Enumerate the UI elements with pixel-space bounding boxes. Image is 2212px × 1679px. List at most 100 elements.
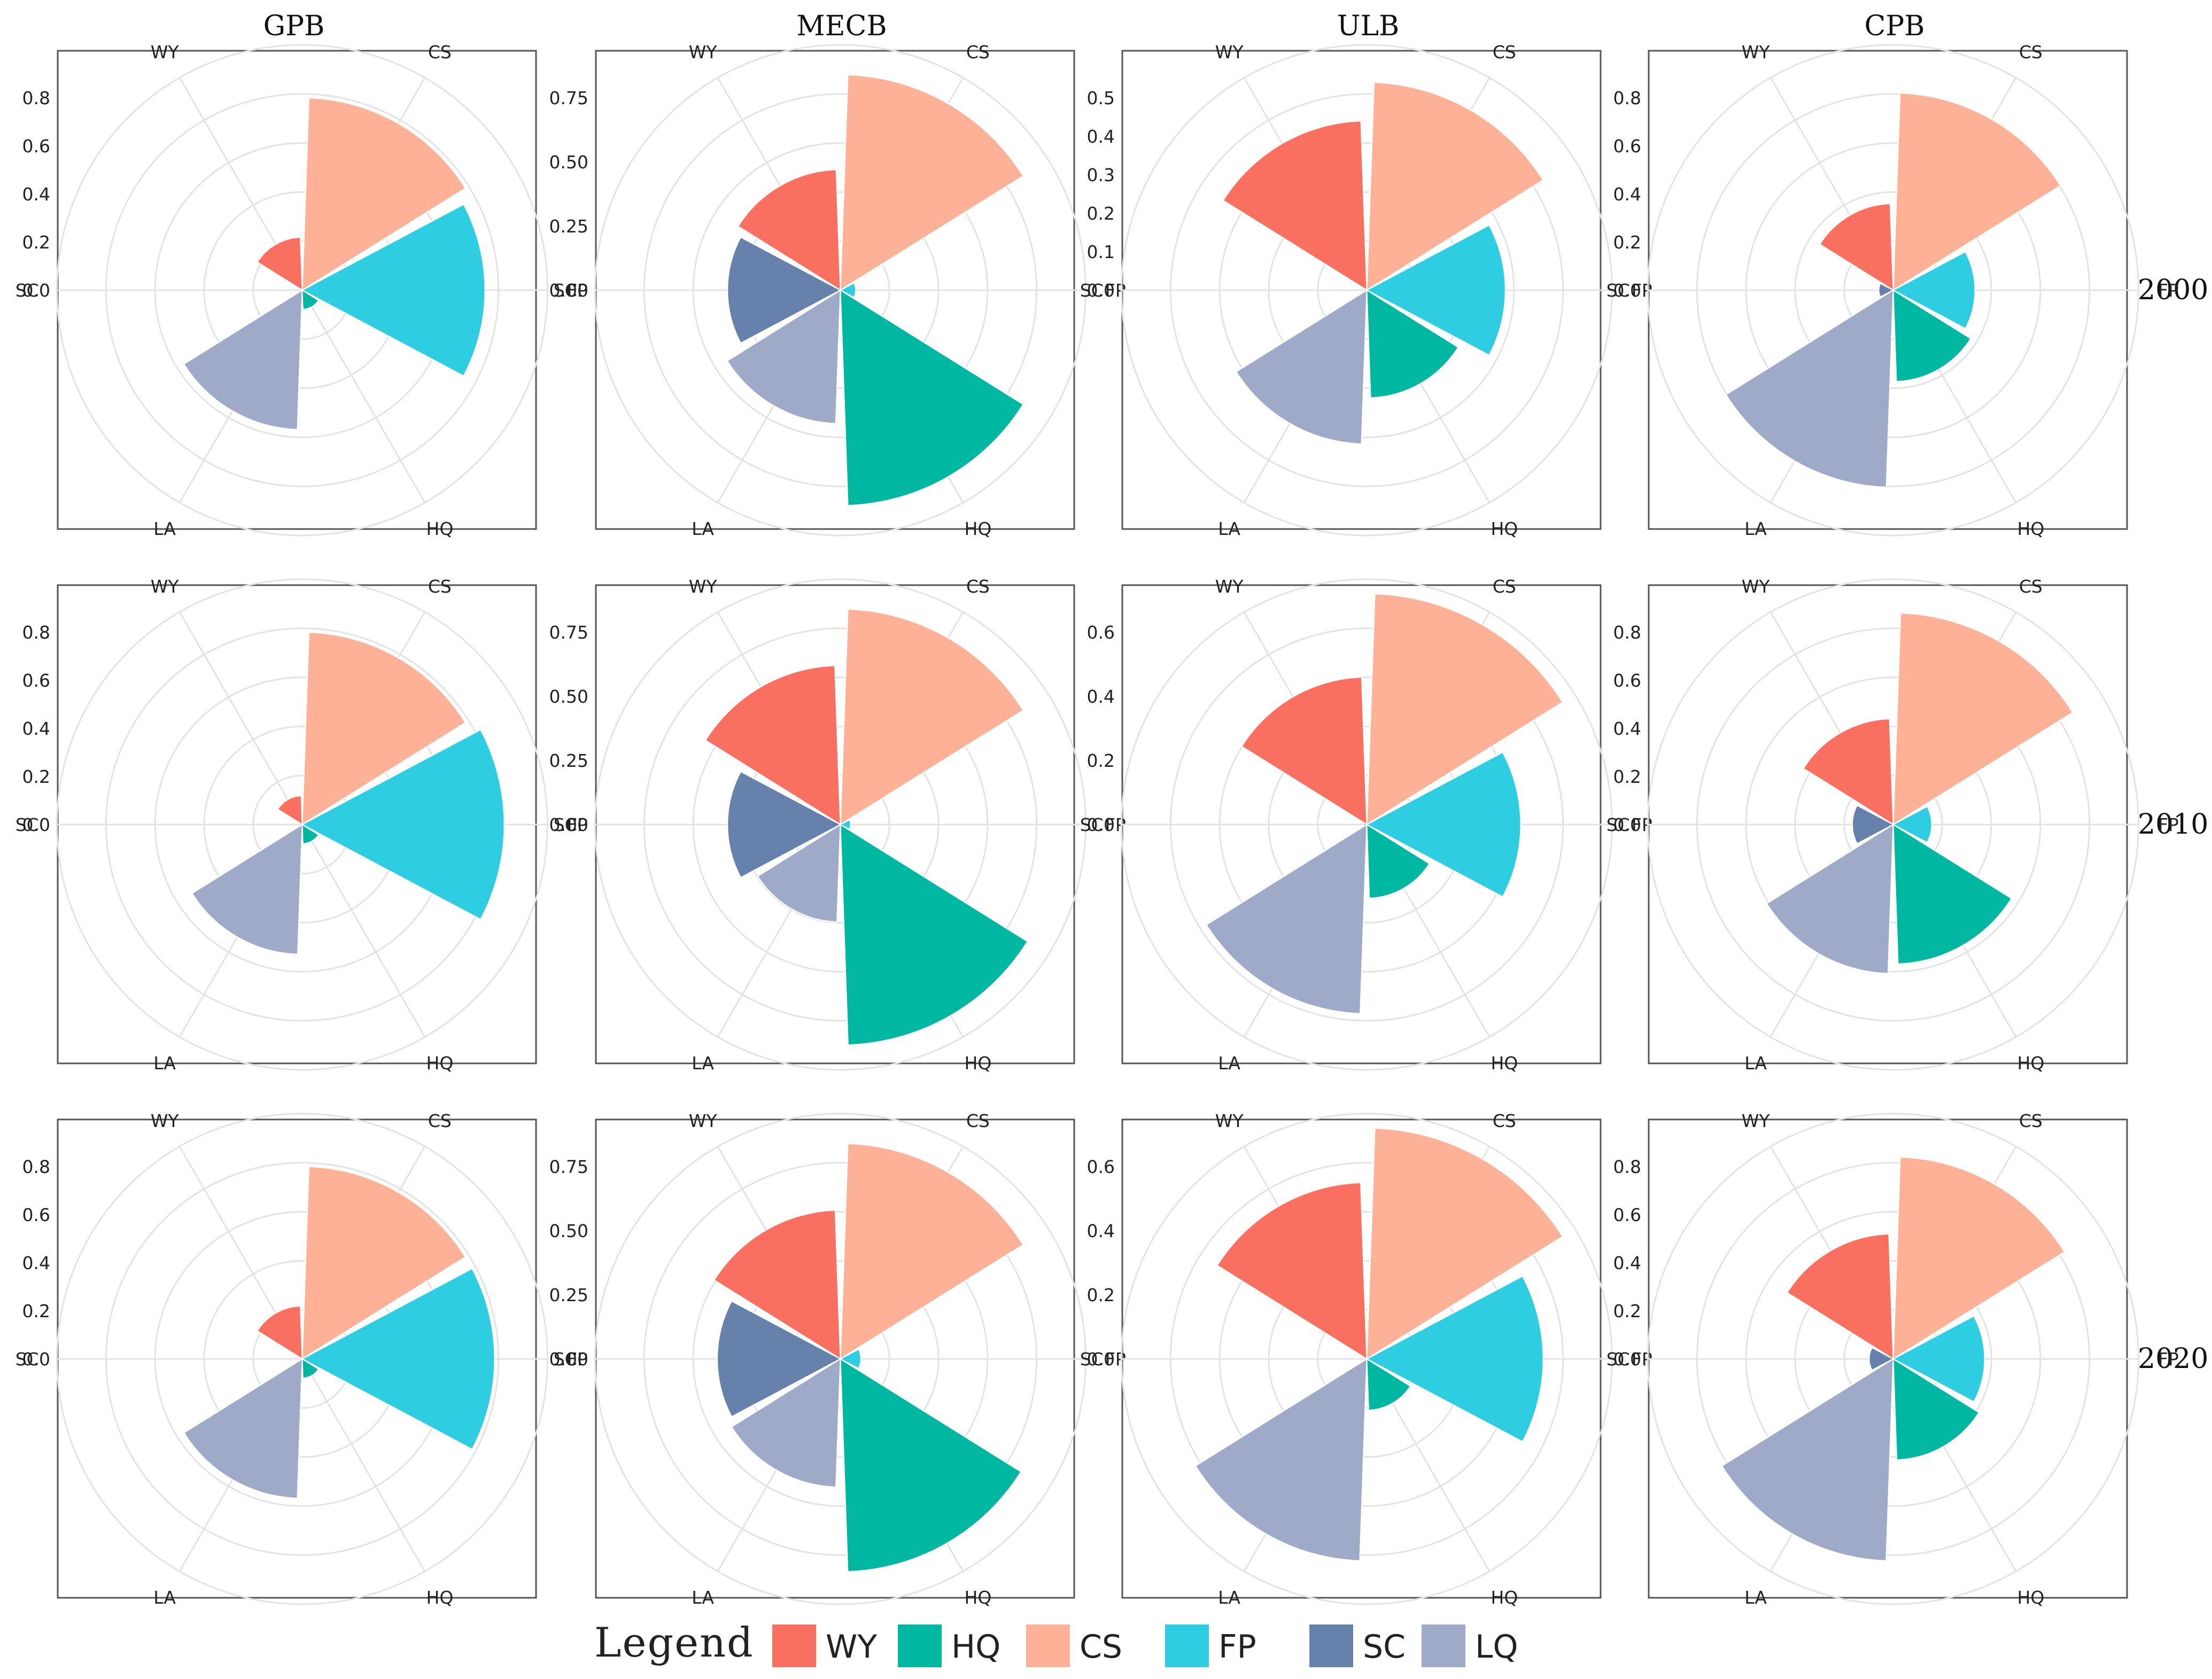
tick-label: 0.2 <box>22 232 50 253</box>
wedge-fp <box>839 819 851 830</box>
wedge-sc <box>1878 282 1895 298</box>
wedge-hq <box>301 1358 320 1379</box>
wedge-wy <box>704 665 841 826</box>
wedge-fp <box>1892 251 1976 330</box>
grid-spoke <box>178 611 303 825</box>
wedge-la <box>757 823 841 923</box>
wedge-wy <box>713 1209 841 1360</box>
legend-items: WY HQ CS FP SC LQ <box>772 1624 1518 1667</box>
category-label: CS <box>428 1110 452 1131</box>
category-label: LA <box>692 1587 714 1608</box>
tick-label: 0.2 <box>22 766 50 787</box>
wedge-hq <box>840 823 1028 1046</box>
tick-label: 0.8 <box>1613 88 1641 108</box>
category-label: WY <box>689 576 718 597</box>
category-label: LA <box>1218 1053 1240 1074</box>
category-label: LA <box>692 518 714 539</box>
legend: Legend WY HQ CS FP SC LQ <box>594 1619 1518 1667</box>
wedge-hq <box>840 1358 1022 1573</box>
grid-spoke <box>301 824 426 1038</box>
tick-label: 0.0 <box>1613 814 1641 835</box>
wedge-sc <box>727 236 842 344</box>
tick-label: 0.6 <box>1087 1156 1115 1177</box>
category-label: HQ <box>2017 1053 2045 1074</box>
tick-label: 0.6 <box>1613 136 1641 157</box>
category-label: HQ <box>1491 1587 1518 1608</box>
wedge-wy <box>1241 677 1368 826</box>
wedge-hq <box>1366 1358 1411 1411</box>
column-title: CPB <box>1865 10 1925 42</box>
tick-label: 0.2 <box>22 1301 50 1322</box>
category-label: HQ <box>965 1587 992 1608</box>
polar-panel: CS FP HQ LA SC WY 0.0 0.2 0.4 0.6 0.8 <box>15 1110 588 1608</box>
category-label: CS <box>966 576 990 597</box>
tick-label: 0.2 <box>1087 203 1115 224</box>
wedge-fp <box>1365 1275 1544 1443</box>
wedge-wy <box>1222 120 1368 291</box>
wedge-fp <box>1892 1315 1985 1403</box>
column-title: MECB <box>796 10 887 42</box>
legend-swatch-fp <box>1165 1624 1209 1667</box>
tick-label: 0.8 <box>1613 1156 1641 1177</box>
category-label: HQ <box>1491 1053 1518 1074</box>
wedge-wy <box>277 795 303 826</box>
wedge-la <box>1205 823 1368 1014</box>
wedge-la <box>183 1358 303 1499</box>
wedge-fp <box>839 282 857 298</box>
category-label: FP <box>2158 814 2179 835</box>
category-label: CS <box>1493 1110 1516 1131</box>
wedge-cs <box>840 1143 1024 1360</box>
tick-label: 0.0 <box>1087 280 1115 301</box>
tick-label: 0.0 <box>1613 280 1641 301</box>
category-label: CS <box>428 42 452 63</box>
category-label: CS <box>2019 42 2043 63</box>
category-label: WY <box>689 1110 718 1131</box>
wedge-la <box>1194 1358 1368 1561</box>
category-label: SC <box>15 1349 39 1370</box>
category-label: FP <box>2158 1349 2179 1370</box>
tick-label: 0.2 <box>1613 766 1641 787</box>
tick-label: 0.5 <box>1087 88 1115 108</box>
legend-swatch-wy <box>772 1624 816 1667</box>
category-label: HQ <box>2017 1587 2045 1608</box>
tick-label: 0.6 <box>22 1204 50 1225</box>
row-label: 2000 <box>2138 274 2208 306</box>
legend-label: CS <box>1080 1628 1122 1666</box>
polar-panel: CS FP HQ LA SC WY 0.0 0.2 0.4 0.6 0.8 <box>1606 1110 2179 1608</box>
wedge-fp <box>1365 224 1506 356</box>
polar-panel: CS FP HQ LA SC WY 0.0 0.2 0.4 0.6 0.8 <box>1606 42 2179 539</box>
tick-label: 0.4 <box>1087 1221 1115 1241</box>
category-label: CS <box>1493 42 1516 63</box>
category-label: WY <box>1742 1110 1771 1131</box>
wedge-la <box>1235 289 1368 445</box>
legend-label: WY <box>826 1628 877 1666</box>
wedge-wy <box>257 237 303 291</box>
tick-label: 0.0 <box>22 280 50 301</box>
tick-label: 0.2 <box>1613 1301 1641 1322</box>
legend-label: FP <box>1218 1628 1256 1666</box>
tick-label: 0.0 <box>1087 1349 1115 1370</box>
category-label: HQ <box>965 1053 992 1074</box>
row-label: 2020 <box>2138 1343 2208 1375</box>
category-label: SC <box>1080 1349 1104 1370</box>
tick-label: 0.0 <box>22 814 50 835</box>
tick-label: 0.4 <box>1087 686 1115 707</box>
wedge-wy <box>1786 1233 1894 1360</box>
category-label: LA <box>1218 518 1240 539</box>
category-label: WY <box>1215 1110 1244 1131</box>
polar-panel: CS FP HQ LA SC WY 0.00 0.25 0.50 0.75 <box>549 576 1126 1074</box>
wedge-cs <box>301 1166 467 1360</box>
wedge-sc <box>717 1300 842 1418</box>
category-label: LA <box>1744 518 1767 539</box>
category-label: FP <box>567 1349 588 1370</box>
tick-label: 0.6 <box>1613 670 1641 691</box>
category-label: WY <box>151 576 180 597</box>
wedge-fp <box>301 204 486 377</box>
wedge-hq <box>1892 289 1972 382</box>
category-label: SC <box>554 1349 577 1370</box>
polar-panel: CS FP HQ LA SC WY 0.0 0.2 0.4 0.6 0.8 <box>15 576 588 1074</box>
legend-label: HQ <box>951 1628 1000 1666</box>
wedge-la <box>1721 1358 1894 1561</box>
